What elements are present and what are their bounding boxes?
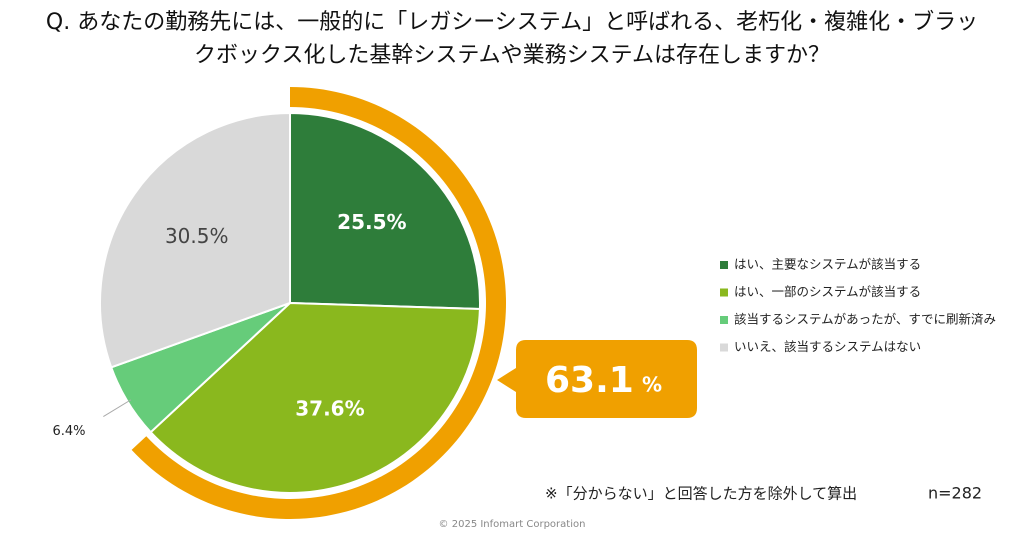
highlight-arc <box>131 87 506 519</box>
legend-label: はい、主要なシステムが該当する <box>734 257 921 272</box>
note: ※「分からない」と回答した方を除外して算出 <box>545 485 857 503</box>
footer: © 2025 Infomart Corporation <box>439 519 586 530</box>
legend-label: いいえ、該当するシステムはない <box>734 339 921 354</box>
pie-slice <box>99 111 291 369</box>
legend-swatch <box>720 316 728 324</box>
leader-line <box>103 399 132 418</box>
callout-value: 63.1 <box>545 360 634 401</box>
callout-box <box>497 340 697 418</box>
legend-label: 該当するシステムがあったが、すでに刷新済み <box>734 312 996 327</box>
legend-swatch <box>720 288 728 297</box>
value-label: 25.5% <box>337 210 406 234</box>
callout-unit: % <box>642 373 662 397</box>
legend-swatch <box>720 343 728 352</box>
legend-label: はい、一部のシステムが該当する <box>734 284 921 299</box>
legend-swatch <box>720 261 728 269</box>
value-label: 37.6% <box>295 396 364 420</box>
value-label: 6.4% <box>52 424 85 439</box>
chart-title: Q. あなたの勤務先には、一般的に「レガシーシステム」と呼ばれる、老朽化・複雑化… <box>45 10 979 68</box>
value-label: 30.5% <box>165 224 229 248</box>
pie-slice <box>289 111 481 310</box>
sample-size: n=282 <box>928 484 982 503</box>
pie-slice <box>149 301 481 494</box>
